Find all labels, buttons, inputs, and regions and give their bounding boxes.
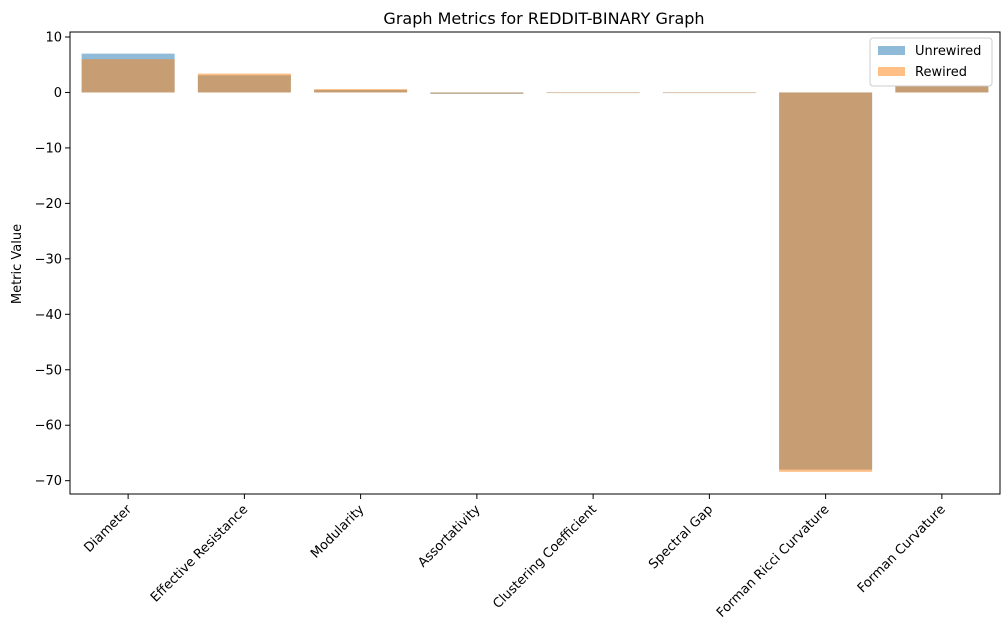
x-axis: Diameter Effective Resistance Modularity As…: [81, 494, 949, 621]
x-tick-label: Assortativity: [415, 502, 484, 571]
bars-group: [81, 53, 989, 472]
plot-frame: [69, 31, 1001, 495]
y-tick-label: −50: [35, 363, 62, 378]
bar-rewired-6: [779, 92, 873, 472]
x-tick-label: Forman Curvature: [855, 502, 949, 596]
bar-rewired-7: [895, 85, 989, 93]
x-tick-label: Diameter: [81, 502, 135, 556]
y-axis-label: Metric Value: [10, 224, 25, 304]
y-axis: 10 0 −10 −20 −30 −40 −50 −60 −70: [35, 30, 70, 489]
x-tick-label: Modularity: [308, 502, 368, 562]
legend-label-rewired: Rewired: [915, 65, 967, 80]
bar-rewired-5: [662, 92, 756, 94]
x-tick-label: Spectral Gap: [646, 502, 716, 572]
bar-rewired-1: [197, 73, 291, 93]
bar-rewired-2: [314, 89, 408, 93]
legend-label-unrewired: Unrewired: [915, 44, 981, 59]
bar-rewired-4: [546, 92, 640, 94]
y-tick-label: −20: [35, 197, 62, 212]
x-tick-label: Forman Ricci Curvature: [714, 502, 832, 620]
legend: Unrewired Rewired: [869, 37, 993, 87]
y-tick-label: −70: [35, 474, 62, 489]
x-tick-label: Clustering Coefficient: [490, 502, 600, 612]
legend-swatch-rewired: [878, 67, 905, 76]
x-tick-label: Effective Resistance: [148, 502, 251, 605]
legend-swatch-unrewired: [878, 46, 905, 55]
bar-rewired-3: [430, 92, 524, 94]
y-tick-label: 0: [54, 86, 62, 101]
chart-title: Graph Metrics for REDDIT-BINARY Graph: [383, 9, 704, 28]
y-tick-label: −30: [35, 252, 62, 267]
y-tick-label: −40: [35, 308, 62, 323]
y-tick-label: −10: [35, 141, 62, 156]
y-tick-label: 10: [45, 30, 62, 45]
bar-rewired-0: [81, 59, 175, 93]
y-tick-label: −60: [35, 419, 62, 434]
